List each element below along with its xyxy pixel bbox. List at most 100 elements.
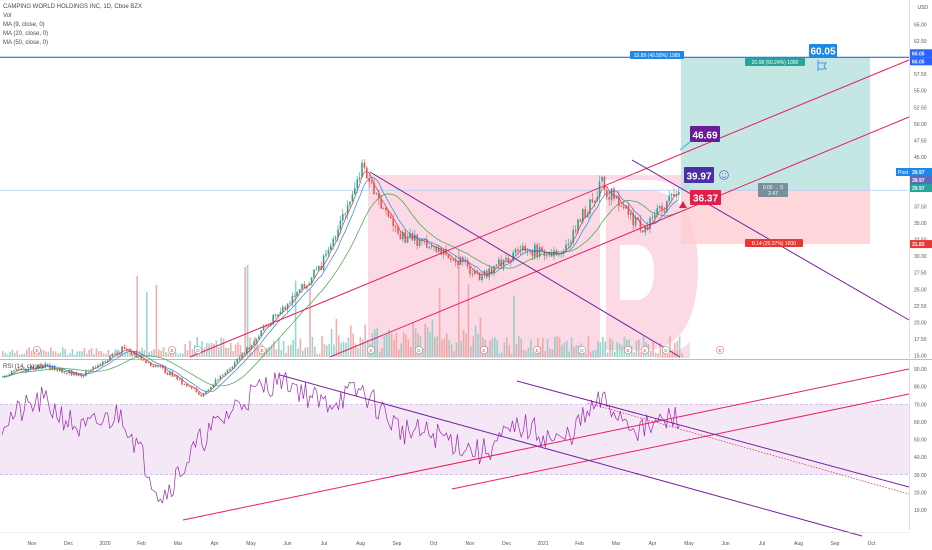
candle-body xyxy=(10,370,13,375)
volume-bar xyxy=(333,344,335,357)
candle-body xyxy=(75,372,78,376)
badge-current-3-box xyxy=(910,184,932,192)
candle-body xyxy=(224,373,226,375)
volume-bar xyxy=(462,329,465,357)
earnings-marker xyxy=(641,346,649,354)
volume-bar xyxy=(338,335,340,357)
dividend-marker xyxy=(662,346,670,354)
earnings-marker-label: E xyxy=(170,348,173,353)
volume-bar xyxy=(11,349,14,357)
candle-body xyxy=(339,220,342,230)
volume-bar xyxy=(2,351,4,357)
volume-bar xyxy=(244,266,246,357)
candle-body xyxy=(116,353,118,355)
volume-bar xyxy=(186,349,189,357)
post-badge: Post xyxy=(898,170,909,176)
volume-bar xyxy=(398,349,400,357)
volume-bar xyxy=(431,319,434,357)
volume-bar xyxy=(117,349,119,357)
candle-body xyxy=(512,252,514,261)
volume-bar xyxy=(390,333,393,357)
volume-bar xyxy=(143,349,146,357)
price-tick: 27.50 xyxy=(914,271,927,277)
candle-body xyxy=(541,247,543,251)
volume-bar xyxy=(112,354,114,357)
candle-body xyxy=(262,326,265,331)
volume-bar xyxy=(129,347,131,357)
x-tick: Oct xyxy=(430,541,438,547)
rsi-trend-down-1 xyxy=(279,374,863,537)
earnings-marker-label: E xyxy=(369,348,372,353)
candle-body xyxy=(279,311,282,315)
badge-current-2-box xyxy=(910,176,932,184)
candle-body xyxy=(471,273,474,275)
candle-body xyxy=(78,374,80,376)
candle-body xyxy=(82,375,85,377)
volume-bar xyxy=(294,280,297,357)
candle-body xyxy=(15,369,18,371)
earnings-marker xyxy=(533,346,541,354)
smiley-eye xyxy=(722,173,724,175)
volume-bar xyxy=(90,348,93,357)
rsi-tick: 20.00 xyxy=(914,490,927,496)
volume-bar xyxy=(616,342,618,357)
volume-bar xyxy=(520,338,522,357)
candle-body xyxy=(387,210,390,217)
candle-body xyxy=(670,193,673,196)
volume-bar xyxy=(26,349,28,357)
volume-bar xyxy=(318,353,321,357)
candle-body xyxy=(358,177,361,180)
candle-body xyxy=(214,379,217,385)
candle-body xyxy=(582,209,584,222)
x-tick: Oct xyxy=(868,541,876,547)
volume-bar xyxy=(162,347,165,357)
x-tick: Mar xyxy=(612,541,621,547)
callout-3637-box xyxy=(690,190,721,205)
volume-bar xyxy=(486,346,489,357)
volume-bar xyxy=(110,354,112,357)
volume-bar xyxy=(131,354,134,357)
earnings-marker xyxy=(258,346,266,354)
candle-body xyxy=(145,360,147,364)
volume-bar xyxy=(443,338,446,357)
candle-body xyxy=(164,367,166,374)
volume-bar xyxy=(69,353,71,357)
candle-body xyxy=(514,249,517,253)
volume-bar xyxy=(100,351,102,357)
candle-body xyxy=(668,195,670,201)
volume-bar xyxy=(292,339,294,357)
candle-body xyxy=(135,352,138,357)
candle-body xyxy=(334,237,337,240)
candle-body xyxy=(222,374,224,376)
candle-body xyxy=(181,378,183,385)
volume-bar xyxy=(114,349,117,357)
volume-bar xyxy=(522,349,525,357)
candle-body xyxy=(378,193,380,199)
candle-body xyxy=(632,213,634,226)
volume-bar xyxy=(234,344,237,357)
candle-body xyxy=(373,182,375,195)
price-tick: 50.00 xyxy=(914,122,927,128)
candle-body xyxy=(454,259,457,263)
ma20-line xyxy=(1,176,680,393)
candle-body xyxy=(661,205,663,211)
volume-bar xyxy=(510,353,513,357)
volume-bar xyxy=(273,340,275,357)
volume-bar xyxy=(251,352,254,357)
candle-body xyxy=(27,368,30,372)
candle-body xyxy=(114,353,116,355)
candle-body xyxy=(584,209,586,218)
volume-bar xyxy=(146,292,148,357)
candle-body xyxy=(46,363,49,365)
volume-bar xyxy=(400,343,402,357)
watermark-d-hole xyxy=(620,245,654,300)
candle-body xyxy=(577,219,579,232)
volume-bar xyxy=(122,354,124,357)
candle-body xyxy=(56,370,58,372)
candle-body xyxy=(193,388,195,390)
legend-ma50: MA (50, close, 0) xyxy=(3,40,49,46)
volume-bar xyxy=(587,336,590,357)
candle-body xyxy=(234,362,236,367)
volume-bar xyxy=(575,344,578,357)
